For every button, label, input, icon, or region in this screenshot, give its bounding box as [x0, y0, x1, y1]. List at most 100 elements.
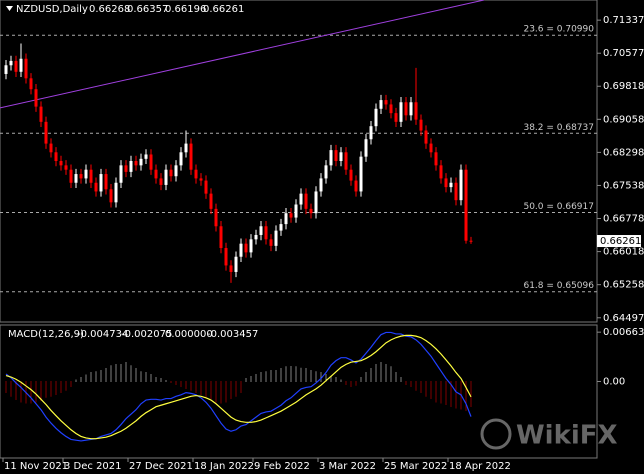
candle-body — [154, 169, 158, 179]
candle-body — [429, 143, 433, 153]
fib-label: 61.8 = 0.65096 — [523, 281, 594, 291]
macd-panel — [0, 324, 598, 459]
candle-body — [349, 169, 353, 181]
macd-title: MACD(12,26,9) — [8, 329, 84, 340]
candle-body — [9, 60, 13, 66]
y-tick-label: 0.69818 — [603, 81, 644, 92]
candle-body — [414, 102, 418, 120]
y-tick-label: 0.71337 — [603, 15, 644, 26]
candle-body — [244, 243, 248, 253]
candle-body — [69, 169, 73, 183]
y-tick-label: 0.67538 — [603, 180, 644, 191]
x-tick-label: 9 Feb 2022 — [254, 461, 310, 472]
macd-main-readout: -0.004734 — [77, 329, 128, 340]
readout-low: 0.66196 — [165, 4, 206, 15]
y-tick-label: 0.00 — [603, 376, 625, 387]
y-tick-label: 0.006636 — [603, 327, 644, 338]
candle-body — [344, 152, 348, 170]
candle-body — [424, 130, 428, 144]
candle-body — [204, 180, 208, 194]
candle-body — [369, 126, 373, 140]
candle-body — [259, 226, 263, 235]
candle-body — [289, 213, 293, 218]
x-tick-label: 3 Mar 2022 — [319, 461, 376, 472]
candle-body — [169, 169, 173, 177]
macd-zero-readout: 0.000000 — [165, 329, 213, 340]
readout-open: 0.66268 — [89, 4, 130, 15]
candle-body — [409, 102, 413, 116]
candle-body — [19, 58, 23, 72]
candle-body — [224, 248, 228, 266]
candle-body — [199, 178, 203, 181]
candle-body — [119, 165, 123, 183]
candle-body — [294, 204, 298, 218]
candle-body — [84, 169, 88, 179]
candle-body — [304, 193, 308, 209]
candle-body — [49, 143, 53, 153]
candle-body — [229, 265, 233, 272]
candle-body — [124, 165, 128, 172]
candle-body — [184, 143, 188, 153]
fib-label: 50.0 = 0.66917 — [523, 202, 594, 212]
candle-body — [129, 161, 133, 172]
trendline — [0, 0, 485, 109]
candle-body — [404, 102, 408, 116]
y-tick-label: 0.69058 — [603, 114, 644, 125]
candle-body — [234, 256, 238, 272]
candle-body — [79, 174, 83, 179]
candle-body — [179, 152, 183, 166]
candle-body — [449, 182, 453, 188]
candle-body — [379, 100, 383, 109]
main-line — [5, 331, 472, 442]
candle-body — [359, 156, 363, 192]
candle-body — [189, 143, 193, 170]
candle-body — [149, 154, 153, 170]
candle-body — [139, 158, 143, 166]
y-tick-label: 0.64497 — [603, 313, 644, 324]
candle-body — [174, 165, 178, 177]
symbol-title: NZDUSD,Daily — [16, 4, 88, 15]
candle-body — [444, 178, 448, 188]
candle-body — [219, 226, 223, 249]
price-marker: 0.66261 — [600, 236, 641, 247]
candle-body — [309, 208, 313, 214]
candle-body — [29, 78, 33, 90]
candle-body — [264, 226, 268, 240]
candle-body — [94, 182, 98, 192]
candle-body — [4, 65, 8, 74]
candle-body — [419, 119, 423, 131]
y-tick-label: 0.65258 — [603, 280, 644, 291]
x-tick-label: 11 Nov 2021 — [4, 461, 68, 472]
candle-body — [114, 182, 118, 203]
candle-body — [314, 191, 318, 214]
candle-body — [194, 169, 198, 179]
x-tick-label: 18 Jan 2022 — [194, 461, 254, 472]
candle-body — [284, 213, 288, 225]
candle-body — [54, 152, 58, 161]
price-panel — [0, 0, 598, 323]
candle-body — [249, 239, 253, 253]
menu-arrow[interactable] — [6, 6, 13, 11]
candle-body — [469, 240, 473, 242]
candle-body — [164, 169, 168, 185]
candle-body — [214, 208, 218, 227]
candle-body — [299, 193, 303, 205]
candle-body — [384, 100, 388, 105]
x-tick-label: 25 Mar 2022 — [384, 461, 447, 472]
candle-body — [339, 152, 343, 161]
watermark-text: WikiFX — [516, 421, 618, 451]
candle-body — [269, 239, 273, 246]
x-tick-label: 3 Dec 2021 — [64, 461, 122, 472]
candle-body — [209, 193, 213, 209]
x-tick-label: 18 Apr 2022 — [449, 461, 511, 472]
candle-body — [59, 161, 63, 166]
candle-body — [89, 169, 93, 183]
candle-body — [324, 165, 328, 179]
fib-label: 23.6 = 0.70990 — [523, 25, 594, 35]
y-tick-label: 0.66018 — [603, 247, 644, 258]
watermark-logo — [480, 418, 512, 450]
candle-body — [74, 174, 78, 183]
candle-body — [99, 174, 103, 192]
candle-body — [34, 89, 38, 107]
